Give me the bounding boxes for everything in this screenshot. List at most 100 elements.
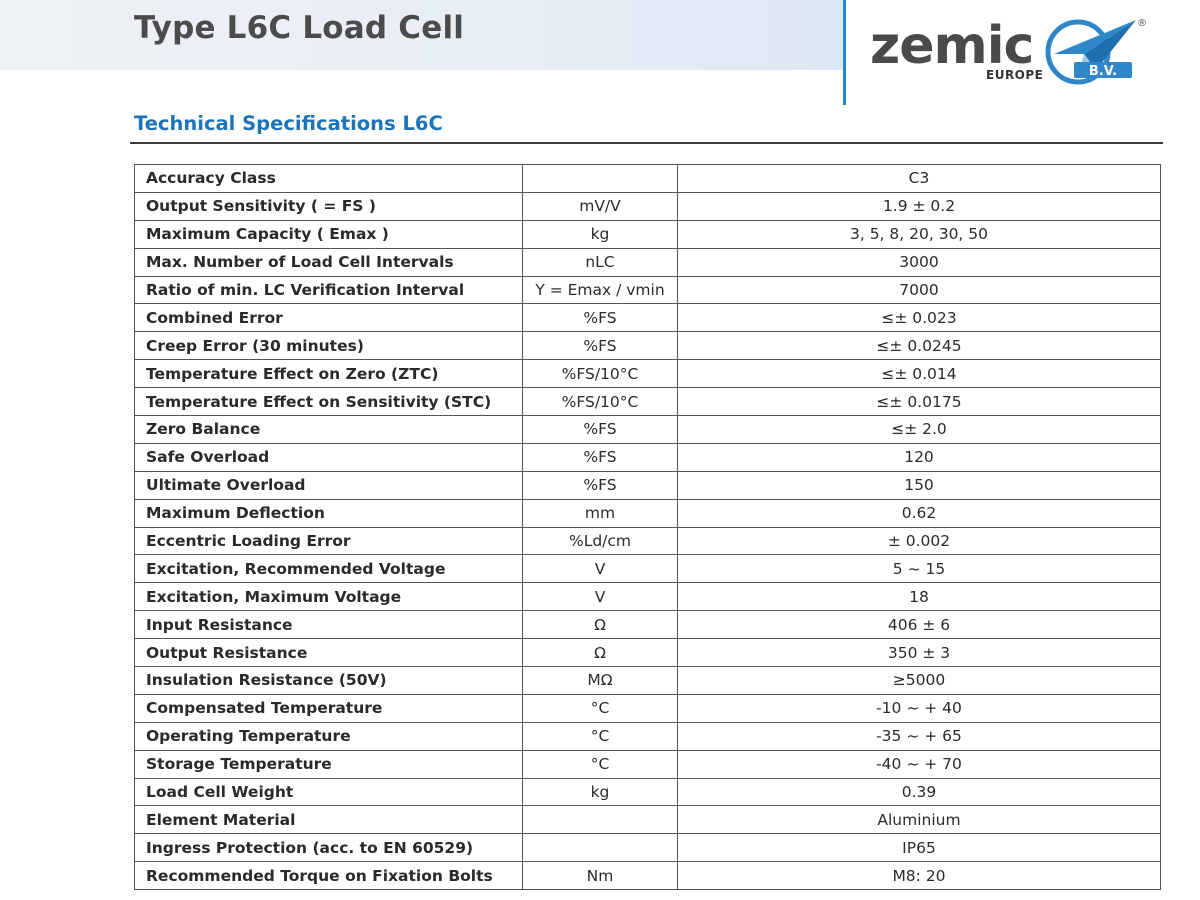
spec-unit: kg — [522, 219, 678, 249]
header-band — [0, 0, 845, 70]
table-row: Operating Temperature °C -35 ~ + 65 — [134, 721, 1161, 751]
spec-value: 3000 — [677, 247, 1161, 277]
table-row: Temperature Effect on Sensitivity (STC)%… — [134, 387, 1161, 417]
spec-parameter: Accuracy Class — [134, 164, 523, 193]
spec-value: Aluminium — [677, 805, 1161, 835]
spec-value: 1.9 ± 0.2 — [677, 191, 1161, 221]
spec-parameter: Compensated Temperature — [134, 693, 523, 723]
spec-parameter: Ultimate Overload — [134, 470, 523, 500]
spec-unit: %FS — [522, 331, 678, 361]
spec-value: ≤± 0.014 — [677, 359, 1161, 389]
logo-wordmark: zemic — [870, 16, 1034, 76]
spec-parameter: Ingress Protection (acc. to EN 60529) — [134, 833, 523, 863]
section-divider — [130, 142, 1163, 144]
spec-value: ± 0.002 — [677, 526, 1161, 556]
specifications-table-body: Accuracy Class C3 Output Sensitivity ( = F… — [134, 164, 1161, 891]
spec-unit: °C — [522, 693, 678, 723]
registered-mark: ® — [1137, 18, 1147, 29]
spec-parameter: Zero Balance — [134, 415, 523, 444]
table-row: Storage Temperature °C -40 ~ + 70 — [134, 749, 1161, 779]
spec-value: 7000 — [677, 275, 1161, 305]
spec-parameter: Element Material — [134, 805, 523, 835]
spec-unit: °C — [522, 749, 678, 779]
spec-parameter: Excitation, Maximum Voltage — [134, 582, 523, 612]
table-row: Excitation, Recommended Voltage V 5 ~ 15 — [134, 554, 1161, 584]
spec-parameter: Temperature Effect on Sensitivity (STC) — [134, 387, 523, 417]
spec-parameter: Ratio of min. LC Verification Interval — [134, 275, 523, 305]
spec-unit: kg — [522, 777, 678, 807]
page-title: Type L6C Load Cell — [134, 10, 465, 46]
table-row: Excitation, Maximum Voltage V 18 — [134, 582, 1161, 612]
spec-unit: Nm — [522, 861, 678, 891]
table-row: Input Resistance Ω 406 ± 6 — [134, 610, 1161, 640]
spec-parameter: Load Cell Weight — [134, 777, 523, 807]
spec-unit: %FS/10°C — [522, 387, 678, 417]
spec-value: C3 — [677, 164, 1161, 193]
spec-unit — [522, 805, 678, 835]
spec-value: 150 — [677, 470, 1161, 500]
spec-unit: %FS — [522, 470, 678, 500]
logo-subtext: EUROPE — [986, 68, 1044, 82]
spec-unit: %FS — [522, 442, 678, 472]
spec-unit: nLC — [522, 247, 678, 277]
table-row: Maximum Capacity ( Emax ) kg 3, 5, 8, 20, … — [134, 219, 1161, 249]
spec-value: IP65 — [677, 833, 1161, 863]
table-row: Recommended Torque on Fixation Bolts Nm M8… — [134, 861, 1161, 891]
table-row: Insulation Resistance (50V) MΩ ≥5000 — [134, 666, 1161, 695]
spec-parameter: Temperature Effect on Zero (ZTC) — [134, 359, 523, 389]
spec-parameter: Excitation, Recommended Voltage — [134, 554, 523, 584]
spec-unit — [522, 164, 678, 193]
specifications-table: Accuracy Class C3 Output Sensitivity ( = F… — [134, 164, 1161, 891]
spec-value: ≤± 0.023 — [677, 303, 1161, 333]
table-row: Accuracy Class C3 — [134, 164, 1161, 193]
table-row: Output Sensitivity ( = FS ) mV/V 1.9 ± 0.2 — [134, 191, 1161, 221]
spec-unit: MΩ — [522, 666, 678, 695]
spec-parameter: Insulation Resistance (50V) — [134, 666, 523, 695]
spec-value: -35 ~ + 65 — [677, 721, 1161, 751]
spec-parameter: Maximum Capacity ( Emax ) — [134, 219, 523, 249]
logo-badge: B.V. — [1089, 64, 1117, 79]
spec-unit — [522, 833, 678, 863]
spec-unit: Ω — [522, 610, 678, 640]
spec-value: -40 ~ + 70 — [677, 749, 1161, 779]
spec-parameter: Output Sensitivity ( = FS ) — [134, 191, 523, 221]
spec-value: -10 ~ + 40 — [677, 693, 1161, 723]
spec-parameter: Maximum Deflection — [134, 498, 523, 528]
spec-parameter: Output Resistance — [134, 638, 523, 668]
spec-unit: °C — [522, 721, 678, 751]
spec-parameter: Operating Temperature — [134, 721, 523, 751]
table-row: Ratio of min. LC Verification Interval Y … — [134, 275, 1161, 305]
spec-parameter: Storage Temperature — [134, 749, 523, 779]
paper-plane-logo-icon: B.V. ® — [1045, 18, 1147, 85]
section-title: Technical Specifications L6C — [134, 112, 443, 135]
table-row: Load Cell Weight kg 0.39 — [134, 777, 1161, 807]
spec-unit: Ω — [522, 638, 678, 668]
spec-unit: Y = Emax / vmin — [522, 275, 678, 305]
spec-parameter: Max. Number of Load Cell Intervals — [134, 247, 523, 277]
spec-parameter: Combined Error — [134, 303, 523, 333]
table-row: Zero Balance %FS ≤± 2.0 — [134, 415, 1161, 444]
spec-parameter: Creep Error (30 minutes) — [134, 331, 523, 361]
table-row: Element Material Aluminium — [134, 805, 1161, 835]
spec-value: 18 — [677, 582, 1161, 612]
table-row: Temperature Effect on Zero (ZTC) %FS/10°C… — [134, 359, 1161, 389]
spec-value: 5 ~ 15 — [677, 554, 1161, 584]
spec-unit: %Ld/cm — [522, 526, 678, 556]
spec-value: M8: 20 — [677, 861, 1161, 891]
spec-parameter: Recommended Torque on Fixation Bolts — [134, 861, 523, 891]
spec-value: ≤± 0.0175 — [677, 387, 1161, 417]
table-row: Eccentric Loading Error %Ld/cm ± 0.002 — [134, 526, 1161, 556]
spec-parameter: Input Resistance — [134, 610, 523, 640]
spec-value: 0.62 — [677, 498, 1161, 528]
table-row: Creep Error (30 minutes) %FS ≤± 0.0245 — [134, 331, 1161, 361]
spec-value: ≥5000 — [677, 666, 1161, 695]
spec-parameter: Safe Overload — [134, 442, 523, 472]
table-row: Ingress Protection (acc. to EN 60529) IP6… — [134, 833, 1161, 863]
spec-value: 0.39 — [677, 777, 1161, 807]
table-row: Combined Error %FS ≤± 0.023 — [134, 303, 1161, 333]
spec-value: 3, 5, 8, 20, 30, 50 — [677, 219, 1161, 249]
spec-unit: mV/V — [522, 191, 678, 221]
spec-value: ≤± 0.0245 — [677, 331, 1161, 361]
spec-unit: %FS — [522, 303, 678, 333]
zemic-logo: zemic EUROPE B.V. ® — [870, 14, 1170, 94]
